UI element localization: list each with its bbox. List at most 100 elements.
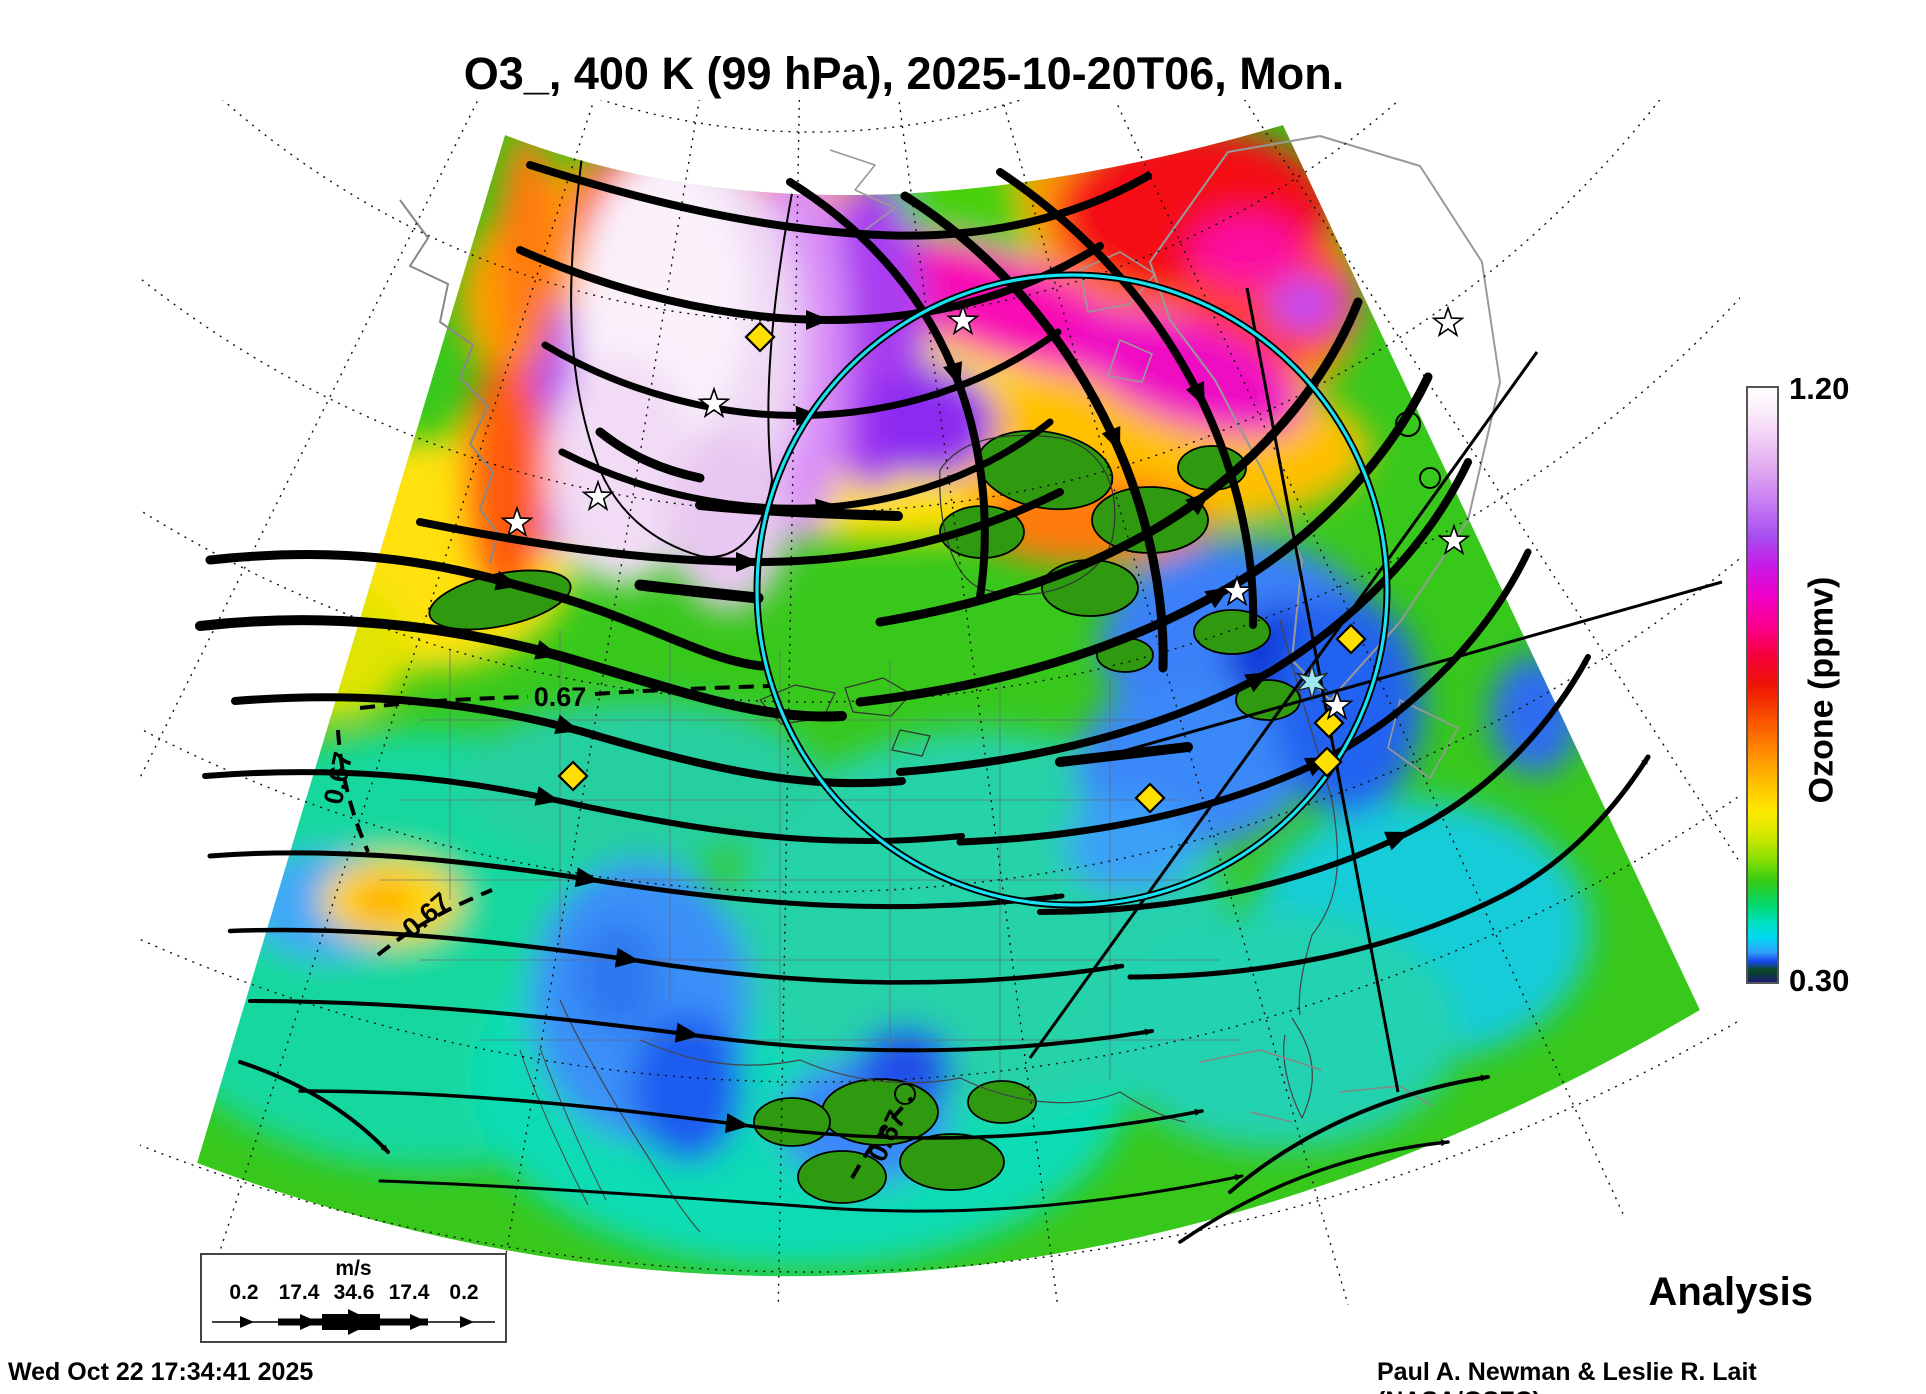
range-circle	[753, 271, 1391, 909]
coastline	[399, 199, 499, 564]
meridian-line	[777, 100, 801, 1305]
streamline-arrowhead	[1185, 492, 1210, 516]
colorbar-max-label: 1.20	[1789, 371, 1850, 406]
coastline	[829, 149, 896, 231]
city-star-marker	[946, 303, 980, 336]
wind-streamline	[1055, 742, 1193, 767]
footer-timestamp: Wed Oct 22 17:34:41 2025	[8, 1358, 314, 1386]
city-star-marker	[1320, 688, 1354, 721]
wind-legend-value: 0.2	[449, 1281, 479, 1304]
color-blob	[1490, 655, 1580, 775]
wind-streamline	[1228, 1074, 1490, 1194]
city-star-marker	[500, 505, 534, 538]
station-diamond-marker	[557, 760, 589, 792]
range-circle-cyan	[755, 273, 1389, 907]
streamline-arrowhead	[674, 1022, 700, 1043]
wind-streamline	[238, 1060, 390, 1154]
wind-legend-unit: m/s	[335, 1257, 372, 1280]
coastline	[559, 999, 701, 1233]
streamline-arrowhead	[614, 947, 640, 968]
contour-patch	[1193, 609, 1271, 655]
coastline	[1149, 135, 1501, 701]
colorbar-title: Ozone (ppmv)	[1802, 576, 1841, 804]
meridian-line	[1114, 100, 1625, 1216]
streamline-arrowhead	[724, 1113, 750, 1134]
colorbar	[1746, 386, 1779, 984]
streamline-arrowhead	[574, 867, 600, 888]
coastline	[519, 1047, 607, 1206]
color-blob	[1100, 910, 1460, 1150]
wind-legend-value: 0.2	[229, 1281, 259, 1304]
streamline-arrowhead	[806, 310, 830, 330]
city-star-marker	[1437, 523, 1471, 556]
color-blob	[1267, 277, 1343, 333]
streamline-arrowhead	[1101, 426, 1121, 452]
wind-speed-legend: m/s 0.2 17.4 34.6 17.4 0.2	[200, 1253, 507, 1343]
wind-streamline	[595, 427, 705, 483]
city-star-marker	[697, 386, 731, 419]
meridian-line	[898, 100, 1059, 1305]
coastline	[1079, 251, 1156, 313]
plot-title: O3_, 400 K (99 hPa), 2025-10-20T06, Mon.	[463, 48, 1345, 99]
wind-streamline	[526, 161, 1152, 240]
streamline-arrowhead	[494, 570, 520, 591]
wind-streamline	[634, 579, 764, 604]
color-blob	[1190, 214, 1306, 290]
station-diamond-marker	[1335, 623, 1367, 655]
wind-streamline	[202, 769, 965, 845]
contour-ring	[1419, 467, 1441, 489]
streamline-arrowhead	[815, 498, 840, 519]
color-blob	[352, 882, 412, 922]
city-star-marker	[1220, 574, 1254, 607]
streamline-arrowhead	[1204, 587, 1230, 609]
wind-streamline	[378, 1174, 1244, 1213]
meridian-line	[204, 100, 595, 1297]
wind-streamline	[1127, 754, 1651, 980]
wind-streamline	[298, 1089, 1204, 1140]
streamline-arrowhead	[943, 361, 963, 387]
streamline-arrowhead	[534, 786, 560, 806]
station-diamond-marker	[1313, 707, 1345, 739]
color-blob	[1065, 797, 1195, 893]
wind-streamline	[207, 850, 1065, 910]
meridian-line	[140, 100, 479, 780]
contour-patch	[967, 1080, 1037, 1124]
ozone-contour-dashed	[376, 888, 493, 957]
product-annotation: Analysis	[1648, 1270, 1813, 1314]
streamline-arrowhead	[554, 714, 580, 734]
coastline	[844, 677, 912, 717]
streamline-arrowhead	[1244, 672, 1270, 693]
color-blob	[633, 1013, 743, 1163]
streamline-arrowhead	[1384, 831, 1410, 851]
ozone-contour-dashed	[359, 695, 529, 710]
coastline	[891, 729, 931, 757]
color-blob	[547, 355, 697, 585]
color-blob	[460, 700, 820, 860]
wind-legend-value: 17.4	[278, 1281, 320, 1304]
station-diamond-marker	[744, 321, 776, 353]
coastline	[1107, 339, 1153, 383]
footer-credit: Paul A. Newman & Leslie R. Lait (NASA/GS…	[1377, 1358, 1757, 1394]
streamline-arrowhead	[736, 552, 760, 572]
great-circle-line	[1084, 580, 1723, 764]
contour-patch	[1041, 559, 1139, 617]
coastline	[1387, 699, 1459, 779]
wind-streamline	[227, 927, 1125, 985]
city-star-marker	[581, 479, 615, 512]
streamline-arrowhead	[1185, 381, 1205, 407]
meridian-line	[1243, 100, 1740, 864]
wind-streamline	[695, 500, 903, 521]
contour-patch	[753, 1097, 831, 1147]
wind-legend-value: 34.6	[333, 1281, 375, 1304]
station-diamond-marker	[1311, 746, 1343, 778]
coastline	[1283, 1017, 1313, 1119]
convergence-cyan-star-marker	[1295, 662, 1329, 702]
ozone-contour-dashed	[336, 729, 370, 853]
wind-streamline	[1178, 1139, 1450, 1244]
ozone-color-field	[197, 125, 1700, 1277]
wind-legend-value: 17.4	[388, 1281, 430, 1304]
streamline-arrowhead	[534, 640, 560, 660]
color-blob	[576, 923, 660, 1033]
